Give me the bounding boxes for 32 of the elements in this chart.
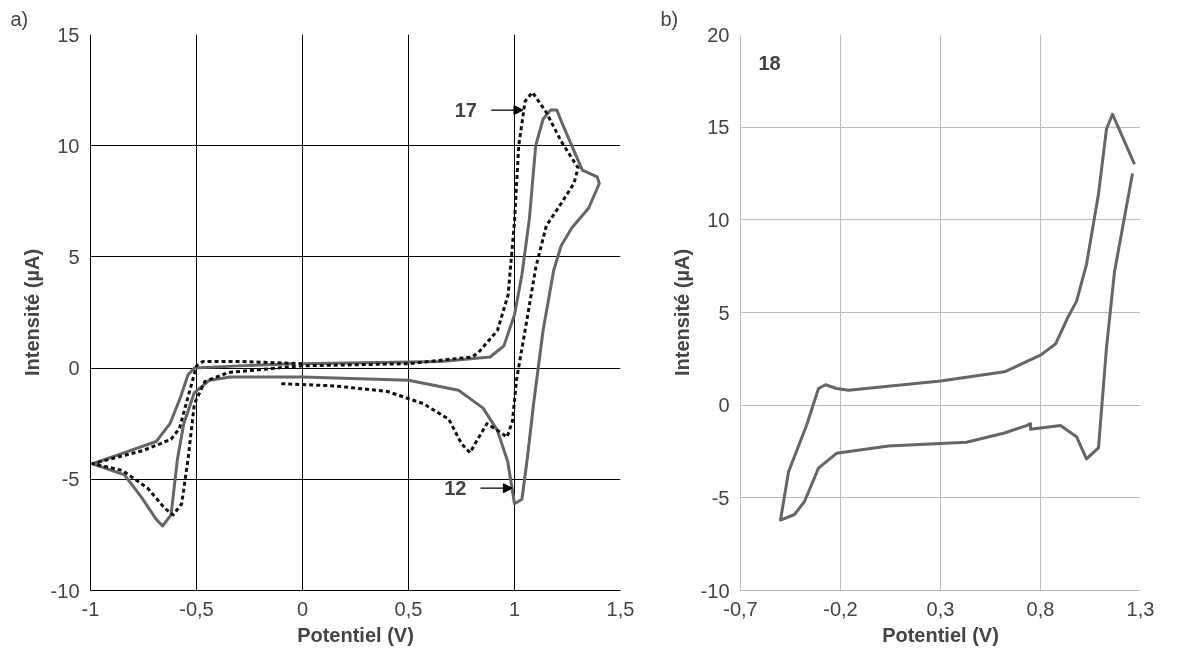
x-tick-label: -0,5 — [179, 597, 214, 620]
text: a) — [10, 7, 29, 30]
y-tick-label: 15 — [57, 23, 80, 46]
x-tick-label: 0,8 — [1026, 597, 1055, 620]
y-tick-label: 15 — [707, 116, 730, 139]
y-tick-label: 0 — [718, 394, 730, 417]
y-tick-label: 20 — [707, 23, 730, 46]
x-tick-label: -1 — [81, 597, 100, 620]
y-tick-label: 10 — [707, 208, 730, 231]
x-tick-label: 0,5 — [394, 597, 423, 620]
y-tick-label: 10 — [57, 134, 80, 157]
x-axis-title: Potentiel (V) — [882, 623, 999, 646]
x-tick-label: -0,2 — [823, 597, 858, 620]
annotation: 12 — [444, 477, 467, 500]
annotation: 18 — [758, 51, 781, 74]
y-axis-title: Intensité (µA) — [670, 248, 693, 377]
x-tick-label: 1,5 — [606, 597, 635, 620]
y-tick-label: -5 — [711, 486, 730, 509]
y-tick-label: 5 — [718, 301, 730, 324]
y-tick-label: -10 — [50, 579, 80, 602]
y-tick-label: 5 — [68, 245, 80, 268]
x-tick-label: 0 — [296, 597, 309, 620]
line-series — [779, 112, 1136, 522]
x-tick-label: 1,3 — [1126, 597, 1155, 620]
y-axis-title: Intensité (µA) — [20, 248, 43, 377]
x-tick-label: 0,3 — [926, 597, 955, 620]
x-tick-label: 1 — [508, 597, 521, 620]
x-axis-title: Potentiel (V) — [297, 623, 414, 646]
y-tick-label: -5 — [61, 468, 80, 491]
y-tick-label: 0 — [68, 357, 80, 380]
text: b) — [660, 7, 679, 30]
annotation: 17 — [454, 99, 477, 122]
